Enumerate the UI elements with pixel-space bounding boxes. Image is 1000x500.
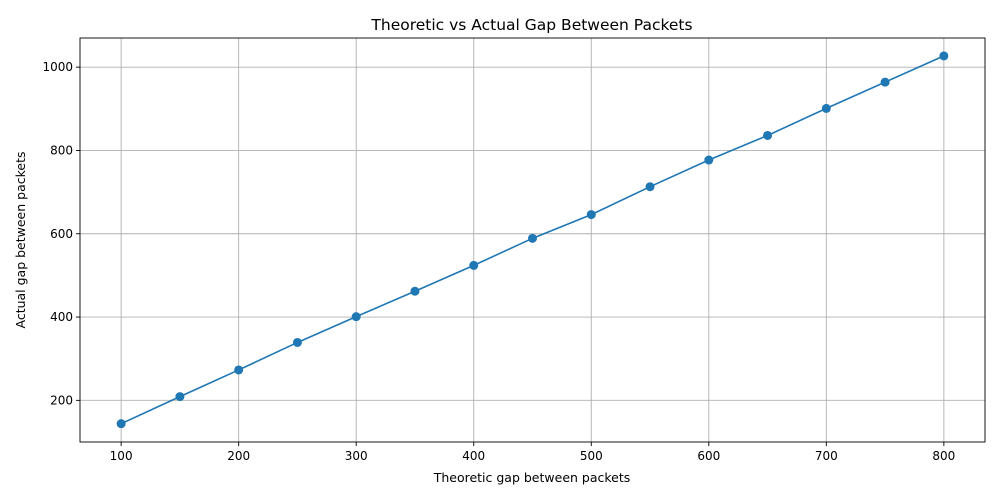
- data-point: [586, 210, 596, 220]
- x-tick-label: 600: [697, 449, 720, 463]
- data-point: [116, 419, 126, 429]
- plot-frame: [79, 37, 986, 443]
- x-tick-label: 300: [345, 449, 368, 463]
- x-tick-label: 800: [932, 449, 955, 463]
- data-point: [528, 233, 537, 243]
- data-point: [292, 337, 302, 347]
- y-tick-label: 600: [50, 227, 73, 241]
- data-point: [410, 286, 420, 296]
- y-tick-label: 400: [50, 310, 73, 324]
- data-point: [880, 77, 890, 87]
- axes: 100 200 300 400 500 600 700 800 200 400 600 800 1000: [42, 37, 986, 463]
- series: [116, 51, 949, 429]
- x-tick-label: 200: [227, 449, 250, 463]
- x-axis-label: Theoretic gap between packets: [433, 470, 631, 485]
- x-tick-label: 400: [462, 449, 485, 463]
- y-tick-label: 200: [50, 393, 73, 407]
- y-tick-label: 800: [50, 143, 73, 157]
- data-point: [469, 260, 479, 270]
- data-point: [939, 51, 949, 61]
- data-point: [763, 130, 773, 140]
- data-point: [645, 182, 655, 192]
- x-tick-label: 500: [580, 449, 603, 463]
- x-tick-label: 100: [110, 449, 133, 463]
- data-point: [351, 312, 361, 322]
- data-point: [234, 365, 244, 375]
- grid: [80, 38, 985, 442]
- data-point: [175, 392, 185, 402]
- x-tick-label: 700: [815, 449, 838, 463]
- data-point: [821, 103, 831, 113]
- chart-title: Theoretic vs Actual Gap Between Packets: [370, 16, 692, 34]
- y-axis-label: Actual gap between packets: [13, 151, 28, 328]
- y-tick-label: 1000: [42, 60, 73, 74]
- data-point: [704, 155, 714, 165]
